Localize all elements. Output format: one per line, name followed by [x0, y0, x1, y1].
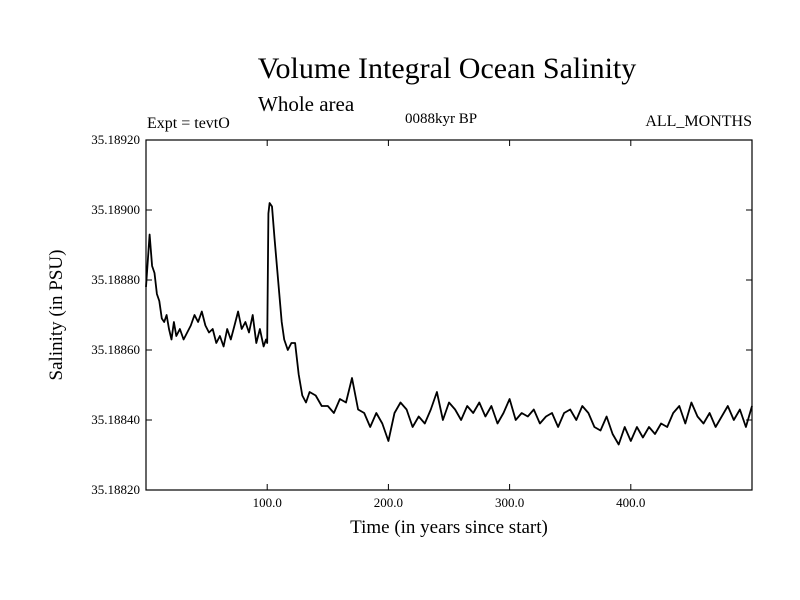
x-tick-label: 400.0 — [616, 495, 645, 510]
chart-title: Volume Integral Ocean Salinity — [257, 52, 637, 85]
y-tick-label: 35.18820 — [91, 482, 140, 497]
chart-subtitle: Whole area — [258, 92, 355, 116]
x-tick-label: 200.0 — [374, 495, 403, 510]
y-axis-title: Salinity (in PSU) — [46, 250, 67, 381]
x-axis: 100.0 200.0 300.0 400.0 — [253, 140, 645, 510]
y-tick-label: 35.18920 — [91, 132, 140, 147]
y-tick-label: 35.18880 — [91, 272, 140, 287]
x-tick-label: 100.0 — [253, 495, 282, 510]
x-axis-title: Time (in years since start) — [350, 517, 548, 538]
experiment-label: Expt = tevtO — [147, 115, 230, 132]
period-label: 0088kyr BP — [405, 111, 478, 127]
x-tick-label: 300.0 — [495, 495, 524, 510]
plot-frame — [145, 139, 753, 491]
months-label: ALL_MONTHS — [645, 113, 752, 130]
y-tick-label: 35.18840 — [91, 412, 140, 427]
y-axis: 35.18820 35.18840 35.18860 35.18880 35.18900… — [91, 132, 752, 497]
y-tick-label: 35.18900 — [91, 202, 140, 217]
salinity-series-line — [145, 202, 753, 446]
y-tick-label: 35.18860 — [91, 342, 140, 357]
